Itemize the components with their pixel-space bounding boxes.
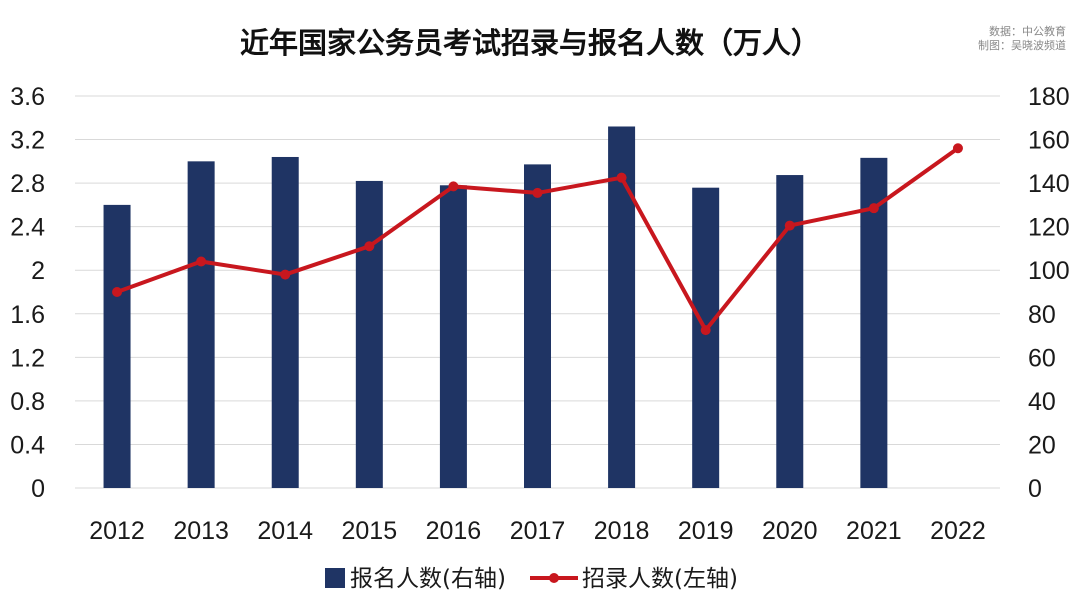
x-axis-tick-label: 2018 <box>594 517 650 545</box>
line-point-recruits <box>784 220 795 231</box>
x-axis-tick-label: 2013 <box>173 517 229 545</box>
bar-registrants <box>524 164 551 489</box>
left-axis-tick-label: 2.8 <box>10 170 45 198</box>
line-point-recruits <box>112 287 123 297</box>
right-y-axis: 0 20 40 60 80 100 120 140 160 180 <box>1028 83 1070 503</box>
line-point-recruits <box>868 203 879 214</box>
legend-bar-swatch <box>325 568 345 588</box>
bar-registrants <box>692 187 720 488</box>
x-axis-tick-label: 2016 <box>426 517 482 545</box>
left-axis-tick-label: 0 <box>31 475 45 503</box>
chart-credit-label: 制图：吴晓波频道 <box>978 38 1066 52</box>
data-source-label: 数据：中公教育 <box>989 24 1066 38</box>
right-axis-tick-label: 120 <box>1028 214 1070 242</box>
left-axis-tick-label: 1.2 <box>10 344 45 372</box>
x-axis-tick-label: 2014 <box>257 517 313 545</box>
bar-registrants <box>187 161 215 489</box>
legend-line-marker <box>549 573 559 583</box>
bar-registrants <box>355 180 383 488</box>
legend-label-registrants: 报名人数(右轴) <box>350 566 506 592</box>
left-axis-tick-label: 0.8 <box>10 388 45 416</box>
right-axis-tick-label: 0 <box>1028 475 1042 503</box>
right-axis-tick-label: 60 <box>1028 344 1056 372</box>
line-point-recruits <box>532 187 543 198</box>
left-y-axis: 0 0.4 0.8 1.2 1.6 2 2.4 2.8 3.2 3.6 <box>10 83 45 503</box>
right-axis-tick-label: 80 <box>1028 301 1056 329</box>
line-point-recruits <box>196 256 207 267</box>
bar-registrants <box>439 185 467 489</box>
right-axis-tick-label: 20 <box>1028 431 1056 459</box>
left-axis-tick-label: 1.6 <box>10 301 45 329</box>
line-point-recruits <box>952 143 963 154</box>
left-axis-tick-label: 2.4 <box>10 214 45 242</box>
x-axis-tick-label: 2022 <box>930 517 986 545</box>
right-axis-tick-label: 180 <box>1028 83 1070 111</box>
bar-series-registrants <box>103 126 888 489</box>
line-series-recruits <box>112 143 963 336</box>
line-point-recruits <box>448 181 459 192</box>
bar-registrants <box>271 156 299 488</box>
bar-registrants <box>103 204 131 488</box>
legend: 报名人数(右轴) 招录人数(左轴) <box>325 566 738 592</box>
x-axis-tick-label: 2015 <box>342 517 398 545</box>
bar-registrants <box>608 126 636 488</box>
line-point-recruits <box>700 325 711 336</box>
x-axis-tick-label: 2020 <box>762 517 818 545</box>
right-axis-tick-label: 140 <box>1028 170 1070 198</box>
right-axis-tick-label: 40 <box>1028 388 1056 416</box>
line-point-recruits <box>364 241 375 252</box>
x-axis: 2012 2013 2014 2015 2016 2017 2018 2019 2020 2021… <box>89 517 986 545</box>
left-axis-tick-label: 2 <box>31 257 45 285</box>
x-axis-tick-label: 2017 <box>510 517 566 545</box>
x-axis-tick-label: 2012 <box>89 517 145 545</box>
left-axis-tick-label: 3.6 <box>10 83 45 111</box>
legend-label-recruits: 招录人数(左轴) <box>582 566 738 592</box>
x-axis-tick-label: 2021 <box>846 517 902 545</box>
left-axis-tick-label: 0.4 <box>10 431 45 459</box>
right-axis-tick-label: 160 <box>1028 127 1070 155</box>
left-axis-tick-label: 3.2 <box>10 127 45 155</box>
line-point-recruits <box>280 269 291 280</box>
x-axis-tick-label: 2019 <box>678 517 734 545</box>
chart-title: 近年国家公务员考试招录与报名人数（万人） <box>240 26 820 60</box>
right-axis-tick-label: 100 <box>1028 257 1070 285</box>
line-point-recruits <box>616 172 627 183</box>
